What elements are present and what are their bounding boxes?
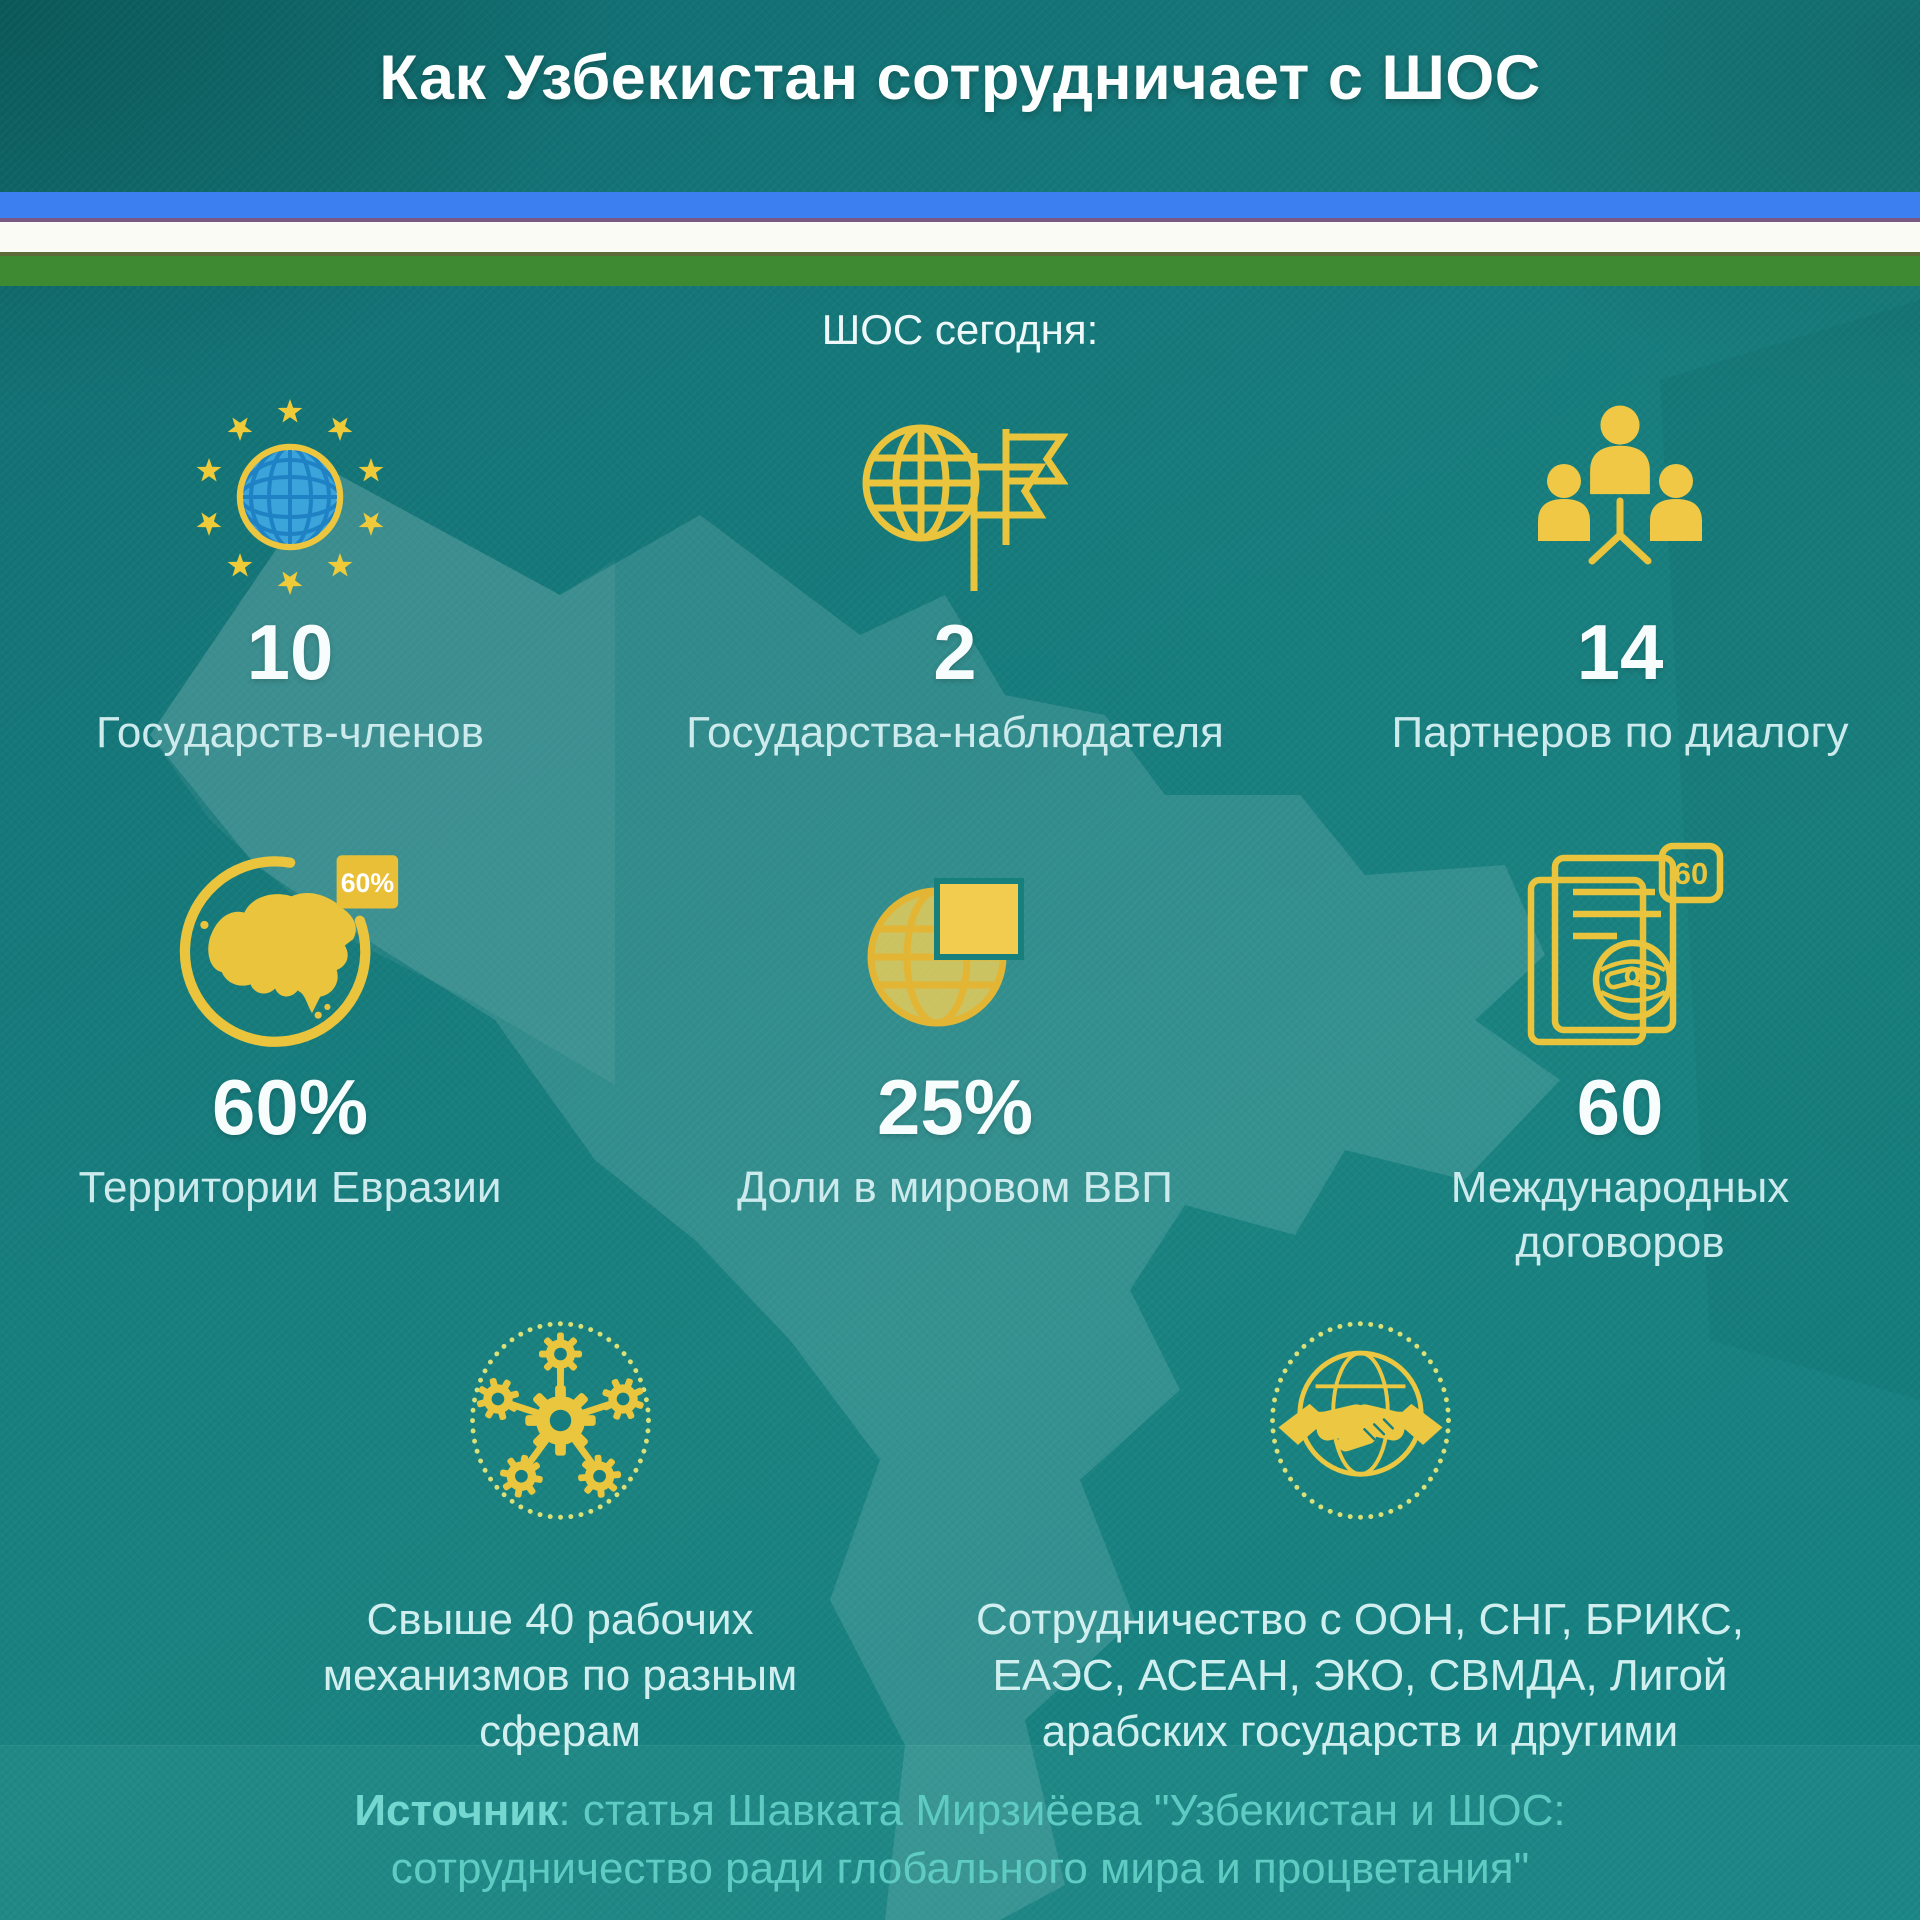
stat-value: 25% <box>876 1063 1034 1151</box>
subtitle: ШОС сегодня: <box>821 306 1099 353</box>
feature-cooperation-orgs: Сотрудничество с ООН, СНГ, БРИКС, ЕАЭС, … <box>930 1300 1790 1760</box>
stat-label: Государства-наблюдателя <box>686 707 1224 757</box>
stat-international-treaties: 60 60 Международных договоров <box>1320 842 1920 1270</box>
flag-stripe-olive <box>0 252 1920 256</box>
flag-stripe-white <box>0 222 1920 252</box>
source-label: Источник <box>354 1786 559 1835</box>
stat-label: Международных договоров <box>1450 1162 1790 1267</box>
stat-value: 60 <box>1576 1063 1664 1151</box>
treaties-documents-icon: 60 <box>1513 842 1728 1050</box>
people-network-icon <box>1510 395 1730 595</box>
flag-stripe-green <box>0 256 1920 286</box>
footer-band <box>0 1745 1920 1920</box>
feature-working-mechanisms: Свыше 40 рабочих механизмов по разным сф… <box>300 1300 820 1760</box>
flag-stripe-blue <box>0 192 1920 218</box>
stat-member-states: 10 Государств-членов <box>20 395 560 760</box>
globe-pie-icon <box>845 845 1065 1050</box>
flag-stripe-red <box>0 218 1920 222</box>
eurasia-globe-icon: 60% <box>167 845 414 1050</box>
stat-label: Государств-членов <box>96 707 484 757</box>
feature-text: Свыше 40 рабочих механизмов по разным сф… <box>322 1595 798 1756</box>
globe-stars-icon <box>184 395 396 595</box>
gears-network-icon <box>453 1300 668 1540</box>
feature-text: Сотрудничество с ООН, СНГ, БРИКС, ЕАЭС, … <box>976 1595 1744 1756</box>
handshake-globe-icon <box>1253 1300 1468 1540</box>
page-title: Как Узбекистан сотрудничает с ШОС <box>379 43 1541 113</box>
stat-value: 10 <box>246 608 334 696</box>
stat-world-gdp-share: 25% Доли в мировом ВВП <box>655 845 1255 1215</box>
stat-value: 14 <box>1576 608 1664 696</box>
globe-flags-icon <box>843 395 1068 595</box>
source-text: : статья Шавката Мирзиёева "Узбекистан и… <box>390 1786 1566 1894</box>
stat-label: Территории Евразии <box>78 1162 502 1212</box>
stat-label: Партнеров по диалогу <box>1391 707 1849 757</box>
stat-observer-states: 2 Государства-наблюдателя <box>655 395 1255 760</box>
stat-label: Доли в мировом ВВП <box>737 1162 1173 1212</box>
stat-eurasia-territory: 60% 60% Территории Евразии <box>20 845 560 1215</box>
treaties-badge-value: 60 <box>1673 856 1707 891</box>
source-note: Источник: статья Шавката Мирзиёева "Узбе… <box>300 1782 1620 1898</box>
uzbekistan-flag-stripes <box>0 192 1920 286</box>
stat-value: 60% <box>211 1063 369 1151</box>
stat-value: 2 <box>933 608 977 696</box>
stat-dialogue-partners: 14 Партнеров по диалогу <box>1320 395 1920 760</box>
eurasia-badge-value: 60% <box>340 868 393 898</box>
